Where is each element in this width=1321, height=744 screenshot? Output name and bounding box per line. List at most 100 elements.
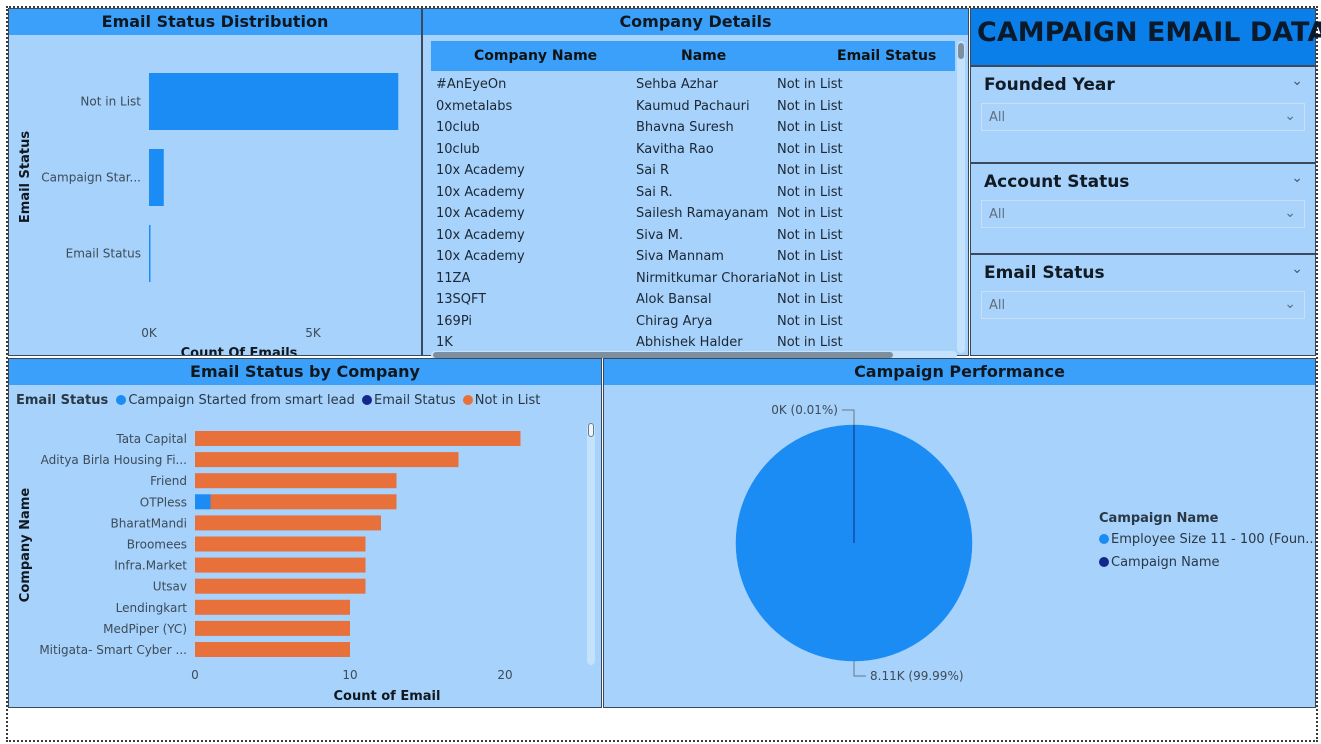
- pie-data-label: 8.11K (99.99%): [870, 669, 964, 683]
- column-header-email-status[interactable]: Email Status: [837, 48, 937, 64]
- cell-company-name: 10x Academy: [436, 163, 525, 178]
- x-tick-label: 5K: [305, 326, 322, 340]
- table-row[interactable]: #AnEyeOn Sehba Azhar Not in List: [431, 75, 955, 97]
- campaign-pie-chart[interactable]: 0K (0.01%) 8.11K (99.99%): [604, 385, 1317, 707]
- chart-scrollbar[interactable]: [587, 423, 595, 665]
- table-row[interactable]: 10x Academy Sai R Not in List: [431, 161, 955, 183]
- cell-company-name: 0xmetalabs: [436, 98, 513, 114]
- category-label: Infra.Market: [114, 559, 187, 573]
- chevron-down-icon: ⌄: [1284, 108, 1296, 124]
- bar-segment-2[interactable]: [195, 599, 350, 615]
- cell-email-status: Not in List: [777, 184, 843, 200]
- cell-name: Siva M.: [636, 227, 684, 243]
- legend-label: Not in List: [474, 393, 541, 408]
- slicer-founded-year[interactable]: Founded Year ⌄ All ⌄: [970, 66, 1316, 163]
- bar-segment-2[interactable]: [195, 620, 350, 636]
- table-row[interactable]: 10x Academy Siva Mannam Not in List: [431, 247, 955, 269]
- cell-name: Sai R: [636, 163, 669, 178]
- slicer-email-status[interactable]: Email Status ⌄ All ⌄: [970, 254, 1316, 356]
- cell-name: Nirmitkumar Choraria: [636, 270, 777, 286]
- distribution-chart[interactable]: Not in List Campaign Star... Email Status 0…: [9, 35, 423, 355]
- cell-email-status: Not in List: [777, 141, 843, 157]
- legend-dot-icon: [1099, 534, 1109, 544]
- campaign-performance-panel[interactable]: Campaign Performance 0K (0.01%) 8.11K (99…: [603, 358, 1318, 708]
- table-row[interactable]: 0xmetalabs Kaumud Pachauri Not in List: [431, 97, 955, 119]
- bar-segment-2[interactable]: [195, 536, 366, 552]
- table-row[interactable]: 10x Academy Sai R. Not in List: [431, 183, 955, 205]
- email-status-dropdown[interactable]: All ⌄: [981, 291, 1305, 319]
- cell-name: Kavitha Rao: [636, 141, 714, 157]
- table-row[interactable]: 13SQFT Alok Bansal Not in List: [431, 290, 955, 312]
- chevron-down-icon: ⌄: [1284, 296, 1296, 312]
- data-label-leader: [853, 661, 866, 677]
- chart-scroll-thumb[interactable]: [588, 423, 594, 437]
- table-row[interactable]: 10x Academy Sailesh Ramayanam Not in List: [431, 204, 955, 226]
- category-label: Aditya Birla Housing Fi...: [41, 453, 187, 467]
- column-header-company[interactable]: Company Name: [474, 48, 598, 64]
- bar-1[interactable]: [149, 149, 164, 206]
- cell-company-name: 1K: [436, 335, 453, 350]
- legend-dot-icon: [1099, 557, 1109, 567]
- table-horizontal-scroll-thumb[interactable]: [433, 352, 893, 358]
- table-row[interactable]: 10x Academy Siva M. Not in List: [431, 226, 955, 248]
- chevron-down-icon[interactable]: ⌄: [1291, 261, 1303, 277]
- category-label: Not in List: [80, 95, 141, 109]
- cell-name: Bhavna Suresh: [636, 120, 734, 135]
- table-row[interactable]: 10club Bhavna Suresh Not in List: [431, 118, 955, 140]
- x-tick-label: 10: [342, 668, 357, 682]
- email-status-distribution-panel[interactable]: Email Status Distribution Not in List Cam…: [8, 8, 422, 356]
- email-status-value: All: [989, 298, 1006, 313]
- legend-label: Campaign Started from smart lead: [128, 393, 355, 408]
- by-company-legend: Email Status Campaign Started from smart…: [16, 393, 540, 408]
- cell-email-status: Not in List: [777, 120, 843, 135]
- category-label: Mitigata- Smart Cyber ...: [39, 643, 187, 657]
- legend-dot-icon: [462, 395, 473, 405]
- bar-segment-2[interactable]: [195, 452, 459, 468]
- bar-segment-2[interactable]: [195, 515, 381, 531]
- bar-segment-2[interactable]: [195, 642, 350, 657]
- legend-item-not-in-list[interactable]: Not in List: [462, 393, 541, 408]
- bar-segment-2[interactable]: [195, 473, 397, 489]
- pie-legend-item-campaign-name[interactable]: Campaign Name: [1099, 555, 1318, 570]
- bar-0[interactable]: [149, 73, 399, 130]
- cell-name: Kaumud Pachauri: [636, 98, 750, 114]
- bar-segment-2[interactable]: [210, 494, 397, 510]
- chevron-down-icon[interactable]: ⌄: [1291, 170, 1303, 186]
- table-row[interactable]: 10club Kavitha Rao Not in List: [431, 140, 955, 162]
- cell-company-name: 169Pi: [436, 313, 472, 329]
- column-header-name[interactable]: Name: [681, 48, 727, 64]
- bar-segment-0[interactable]: [195, 494, 211, 510]
- table-vertical-scroll-thumb[interactable]: [958, 43, 964, 59]
- legend-item-email-status[interactable]: Email Status: [361, 393, 456, 408]
- distribution-title: Email Status Distribution: [9, 9, 421, 35]
- company-details-panel[interactable]: Company Details Company Name Name Email …: [422, 8, 969, 359]
- category-label: Broomees: [127, 538, 187, 552]
- chevron-down-icon[interactable]: ⌄: [1291, 73, 1303, 89]
- by-company-chart[interactable]: Tata Capital Aditya Birla Housing Fi... Fr…: [9, 417, 603, 707]
- legend-item-campaign-started[interactable]: Campaign Started from smart lead: [116, 393, 355, 408]
- founded-year-dropdown[interactable]: All ⌄: [981, 103, 1305, 131]
- table-row[interactable]: 169Pi Chirag Arya Not in List: [431, 312, 955, 334]
- dashboard-title-card: CAMPAIGN EMAIL DATA: [970, 8, 1321, 66]
- bar-segment-2[interactable]: [195, 431, 521, 446]
- x-axis-title: Count of Email: [334, 689, 441, 704]
- legend-label: Employee Size 11 - 100 (Foun...: [1111, 532, 1318, 547]
- cell-email-status: Not in List: [777, 206, 843, 221]
- cell-email-status: Not in List: [777, 313, 843, 329]
- bar-2[interactable]: [149, 225, 151, 282]
- pie-legend-item-employee-size[interactable]: Employee Size 11 - 100 (Foun...: [1099, 532, 1318, 547]
- table-vertical-scrollbar[interactable]: [957, 41, 965, 353]
- y-axis-title: Company Name: [18, 488, 33, 603]
- category-label: Friend: [150, 474, 187, 488]
- cell-company-name: 11ZA: [436, 270, 471, 286]
- performance-title: Campaign Performance: [604, 359, 1315, 385]
- legend-dot-icon: [116, 395, 127, 405]
- email-status-by-company-panel[interactable]: Email Status by Company Email Status Cam…: [8, 358, 602, 708]
- bar-segment-2[interactable]: [195, 578, 366, 594]
- table-row[interactable]: 11ZA Nirmitkumar Choraria Not in List: [431, 269, 955, 291]
- account-status-dropdown[interactable]: All ⌄: [981, 200, 1305, 228]
- slicer-email-status-title: Email Status: [984, 263, 1105, 283]
- bar-segment-2[interactable]: [195, 557, 366, 573]
- slicer-account-status[interactable]: Account Status ⌄ All ⌄: [970, 163, 1316, 254]
- table-row[interactable]: 1K Abhishek Halder Not in List: [431, 333, 955, 355]
